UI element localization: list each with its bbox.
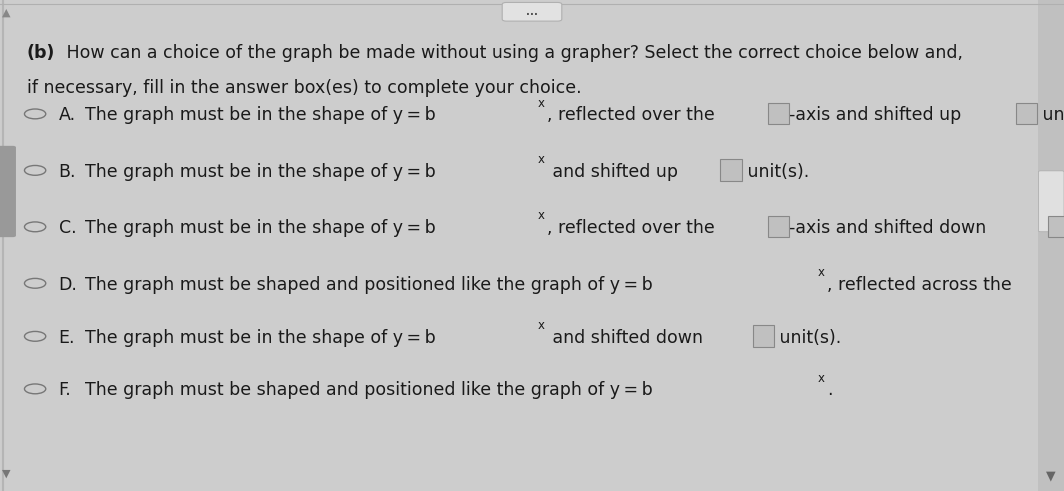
Text: (b): (b) xyxy=(27,44,55,62)
Text: x: x xyxy=(818,266,825,279)
Text: -axis and shifted down: -axis and shifted down xyxy=(789,219,990,237)
FancyBboxPatch shape xyxy=(502,2,562,21)
FancyBboxPatch shape xyxy=(768,216,789,237)
FancyBboxPatch shape xyxy=(1038,0,1064,491)
Text: if necessary, fill in the answer box(es) to complete your choice.: if necessary, fill in the answer box(es)… xyxy=(27,79,581,97)
Text: F.: F. xyxy=(59,381,71,399)
Text: E.: E. xyxy=(59,328,76,347)
Text: unit(s).: unit(s). xyxy=(742,163,809,181)
Text: unit(s).: unit(s). xyxy=(774,328,841,347)
Text: ▼: ▼ xyxy=(1046,470,1057,483)
Text: The graph must be shaped and positioned like the graph of y = b: The graph must be shaped and positioned … xyxy=(85,381,653,399)
Text: A.: A. xyxy=(59,106,76,124)
Text: , reflected over the: , reflected over the xyxy=(547,219,718,237)
Text: How can a choice of the graph be made without using a grapher? Select the correc: How can a choice of the graph be made wi… xyxy=(61,44,963,62)
Text: x: x xyxy=(537,153,545,166)
Text: The graph must be in the shape of y = b: The graph must be in the shape of y = b xyxy=(85,219,436,237)
Text: The graph must be in the shape of y = b: The graph must be in the shape of y = b xyxy=(85,106,436,124)
Text: unit(s).: unit(s). xyxy=(1037,106,1064,124)
FancyBboxPatch shape xyxy=(752,325,774,347)
Text: and shifted down: and shifted down xyxy=(547,328,706,347)
Text: C.: C. xyxy=(59,219,77,237)
FancyBboxPatch shape xyxy=(768,103,789,124)
Text: D.: D. xyxy=(59,275,78,294)
Text: and shifted up: and shifted up xyxy=(547,163,681,181)
Text: The graph must be in the shape of y = b: The graph must be in the shape of y = b xyxy=(85,328,436,347)
Text: The graph must be shaped and positioned like the graph of y = b: The graph must be shaped and positioned … xyxy=(85,275,653,294)
FancyBboxPatch shape xyxy=(1016,103,1037,124)
Text: ▲: ▲ xyxy=(2,7,11,17)
Text: .: . xyxy=(827,381,832,399)
Text: B.: B. xyxy=(59,163,76,181)
FancyBboxPatch shape xyxy=(720,159,742,181)
FancyBboxPatch shape xyxy=(1048,216,1064,237)
Text: ▼: ▼ xyxy=(2,469,11,479)
FancyBboxPatch shape xyxy=(1038,171,1064,232)
Text: -axis and shifted up: -axis and shifted up xyxy=(789,106,965,124)
FancyBboxPatch shape xyxy=(0,146,16,237)
Text: x: x xyxy=(818,372,825,384)
Text: x: x xyxy=(537,319,545,332)
Text: The graph must be in the shape of y = b: The graph must be in the shape of y = b xyxy=(85,163,436,181)
Text: , reflected across the: , reflected across the xyxy=(827,275,1015,294)
Text: , reflected over the: , reflected over the xyxy=(547,106,718,124)
Text: x: x xyxy=(537,97,545,109)
Text: ...: ... xyxy=(526,7,538,17)
Text: x: x xyxy=(537,210,545,222)
